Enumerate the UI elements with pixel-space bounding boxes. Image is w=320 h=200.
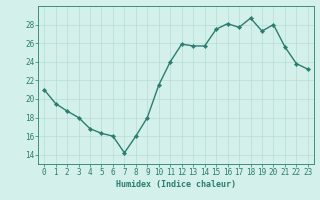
X-axis label: Humidex (Indice chaleur): Humidex (Indice chaleur) bbox=[116, 180, 236, 189]
